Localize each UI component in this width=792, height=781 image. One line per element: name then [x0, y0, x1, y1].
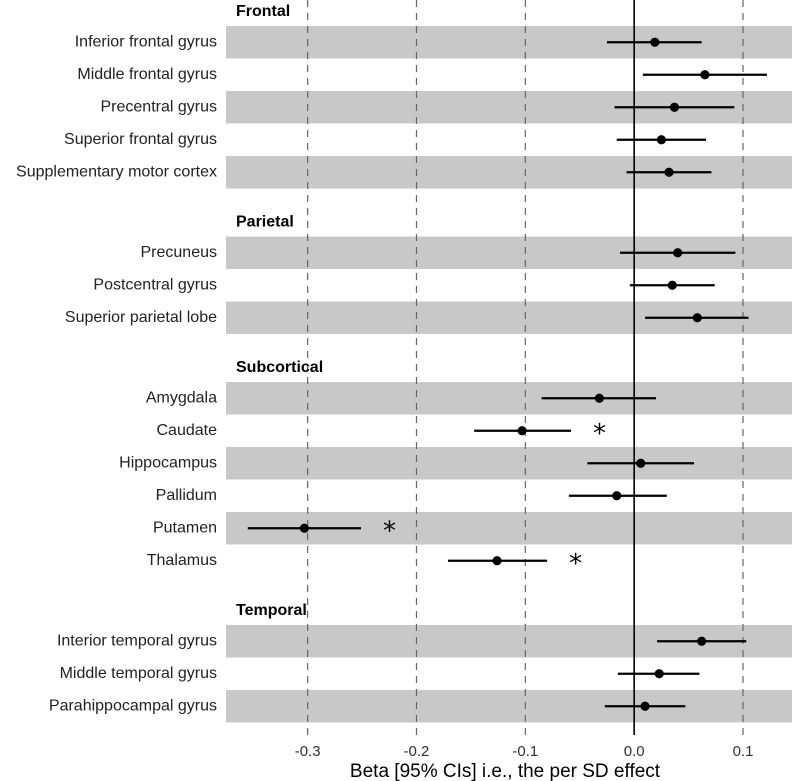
- row-label-thalamus: Thalamus: [147, 552, 217, 569]
- row-label-precuneus: Precuneus: [141, 244, 218, 261]
- row-label-hippocampus: Hippocampus: [119, 454, 217, 471]
- row-label-putamen: Putamen: [153, 519, 217, 536]
- significance-marker: *: [569, 549, 582, 579]
- grid-layer: [307, 0, 744, 735]
- point-superior-frontal-gyrus: [656, 135, 666, 145]
- row-label-middle-frontal-gyrus: Middle frontal gyrus: [77, 66, 217, 83]
- mark-layer: [247, 37, 767, 711]
- row-label-superior-frontal-gyrus: Superior frontal gyrus: [64, 131, 217, 148]
- row-label-postcentral-gyrus: Postcentral gyrus: [93, 276, 217, 293]
- row-label-inferior-frontal-gyrus: Inferior frontal gyrus: [75, 33, 217, 50]
- point-precentral-gyrus: [669, 102, 680, 112]
- group-title-temporal: Temporal: [236, 602, 307, 619]
- group-title-parietal: Parietal: [236, 214, 294, 231]
- row-band: [226, 447, 792, 480]
- group-title-frontal: Frontal: [236, 3, 290, 20]
- point-thalamus: [492, 556, 502, 566]
- row-label-pallidum: Pallidum: [156, 487, 217, 504]
- x-tick-label: -0.3: [295, 743, 321, 760]
- significance-marker: *: [593, 419, 606, 449]
- row-band: [226, 382, 792, 415]
- row-band: [226, 690, 792, 723]
- point-caudate: [517, 426, 527, 436]
- point-parahippocampal-gyrus: [640, 701, 650, 711]
- point-superior-parietal-lobe: [692, 313, 702, 323]
- row-label-amygdala: Amygdala: [146, 389, 217, 406]
- point-putamen: [299, 523, 309, 533]
- point-middle-frontal-gyrus: [700, 70, 710, 80]
- point-supplementary-motor-cortex: [664, 167, 674, 177]
- row-label-precentral-gyrus: Precentral gyrus: [101, 98, 218, 115]
- x-tick-label: 0.0: [624, 743, 645, 760]
- point-interior-temporal-gyrus: [697, 636, 707, 646]
- row-label-caudate: Caudate: [157, 422, 218, 439]
- x-tick-label: -0.2: [404, 743, 430, 760]
- x-axis-title: Beta [95% CIs] i.e., the per SD effect: [350, 761, 661, 781]
- x-tick-label: -0.1: [512, 743, 538, 760]
- row-label-interior-temporal-gyrus: Interior temporal gyrus: [57, 632, 217, 649]
- point-pallidum: [612, 491, 622, 501]
- point-hippocampus: [636, 458, 646, 468]
- row-label-superior-parietal-lobe: Superior parietal lobe: [65, 309, 217, 326]
- band-layer: [226, 26, 792, 723]
- point-amygdala: [594, 393, 604, 403]
- point-postcentral-gyrus: [667, 280, 677, 290]
- significance-marker: *: [383, 516, 396, 546]
- point-precuneus: [673, 248, 683, 258]
- row-label-middle-temporal-gyrus: Middle temporal gyrus: [60, 665, 217, 682]
- x-tick-label: 0.1: [733, 743, 754, 760]
- row-label-supplementary-motor-cortex: Supplementary motor cortex: [16, 163, 217, 180]
- row-band: [226, 26, 792, 59]
- label-layer: Frontal Inferior frontal gyrus Middle fron…: [16, 3, 753, 781]
- group-title-subcortical: Subcortical: [236, 359, 323, 376]
- point-middle-temporal-gyrus: [654, 669, 664, 679]
- point-inferior-frontal-gyrus: [650, 37, 660, 47]
- row-label-parahippocampal-gyrus: Parahippocampal gyrus: [49, 697, 217, 714]
